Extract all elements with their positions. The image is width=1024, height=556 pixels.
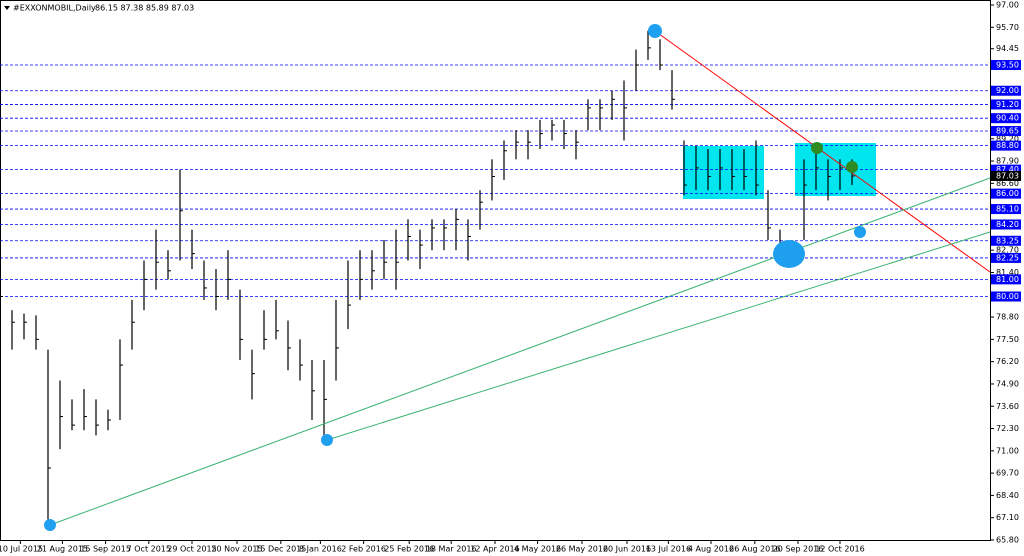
- quote: 86.15 87.38 85.89 87.03: [95, 4, 194, 13]
- chart-title: #EXXONMOBIL,Daily: [13, 4, 96, 13]
- trendlines: [44, 24, 991, 531]
- marker: [846, 161, 858, 173]
- level-label: 83.25: [996, 236, 1019, 245]
- level-box: [991, 274, 1021, 285]
- y-tick-label: 73.60: [996, 402, 1019, 411]
- y-tick-label: 69.70: [996, 469, 1019, 478]
- marker: [854, 226, 866, 238]
- level-label: 90.40: [996, 114, 1019, 123]
- trendline: [326, 231, 991, 441]
- level-label: 82.25: [996, 253, 1019, 262]
- y-tick-label: 67.10: [996, 513, 1019, 522]
- level-label: 92.00: [996, 86, 1019, 95]
- y-tick-label: 77.50: [996, 335, 1019, 344]
- level-box: [991, 252, 1021, 263]
- x-tick-label: 4 May 2016: [514, 545, 561, 554]
- level-box: [991, 85, 1021, 96]
- level-box: [991, 126, 1021, 137]
- y-tick-label: 71.00: [996, 446, 1019, 455]
- level-box: [991, 204, 1021, 215]
- x-tick-label: 18 Mar 2016: [426, 545, 477, 554]
- marker: [811, 142, 823, 154]
- y-tick-label: 76.20: [996, 357, 1019, 366]
- marker: [648, 24, 662, 38]
- x-tick-label: 29 Oct 2015: [167, 545, 216, 554]
- y-tick-label: 82.70: [996, 246, 1019, 255]
- x-tick-label: 21 Aug 2015: [37, 545, 88, 554]
- plot-frame: [0, 0, 991, 541]
- x-tick-label: 20 Sep 2016: [773, 545, 824, 554]
- x-tick-label: 13 Jul 2016: [646, 545, 691, 554]
- y-tick-label: 74.90: [996, 379, 1019, 388]
- plot: [0, 30, 990, 520]
- y-tick-label: 86.60: [996, 179, 1019, 188]
- level-box: [991, 164, 1021, 175]
- level-label: 89.65: [996, 127, 1019, 136]
- level-box: [991, 60, 1021, 71]
- x-tick-label: 25 Feb 2016: [384, 545, 434, 554]
- level-label: 80.00: [996, 292, 1019, 301]
- level-box: [991, 99, 1021, 110]
- x-tick-label: 15 Dec 2015: [255, 545, 306, 554]
- level-label: 85.10: [996, 205, 1019, 214]
- y-tick-label: 97.00: [996, 1, 1019, 10]
- x-tick-label: 12 Apr 2016: [470, 545, 519, 554]
- level-box: [991, 113, 1021, 124]
- marker: [773, 240, 805, 268]
- level-label: 87.40: [996, 165, 1019, 174]
- level-label: 93.50: [996, 61, 1019, 70]
- range-box: [683, 146, 764, 199]
- x-tick-label: 20 Nov 2015: [211, 545, 262, 554]
- y-tick-label: 81.40: [996, 268, 1019, 277]
- x-tick-label: 20 Jun 2016: [603, 545, 651, 554]
- level-label: 91.20: [996, 100, 1019, 109]
- level-label: 81.00: [996, 275, 1019, 284]
- level-box: [991, 188, 1021, 199]
- x-tick-label: 2 Feb 2016: [341, 545, 386, 554]
- marker: [44, 519, 56, 531]
- x-tick-label: 4 Aug 2016: [688, 545, 734, 554]
- last-price-label: 87.03: [996, 171, 1019, 180]
- last-price-box: [991, 170, 1021, 181]
- x-tick-label: 26 May 2016: [556, 545, 608, 554]
- level-box: [991, 140, 1021, 151]
- x-tick-label: 10 Jul 2015: [0, 545, 43, 554]
- x-tick-label: 8 Jan 2016: [299, 545, 342, 554]
- y-tick-label: 94.45: [996, 44, 1019, 53]
- level-box: [991, 291, 1021, 302]
- x-tick-label: 15 Sep 2015: [80, 545, 131, 554]
- trendline: [654, 30, 991, 273]
- x-tick-label: 7 Oct 2015: [127, 545, 171, 554]
- level-box: [991, 235, 1021, 246]
- y-tick-label: 68.40: [996, 491, 1019, 500]
- level-label: 84.20: [996, 220, 1019, 229]
- trendline: [49, 177, 991, 526]
- y-tick-label: 78.80: [996, 313, 1019, 322]
- level-box: [991, 219, 1021, 230]
- y-tick-label: 72.30: [996, 424, 1019, 433]
- x-tick-label: 26 Aug 2016: [729, 545, 780, 554]
- y-tick-label: 89.20: [996, 134, 1019, 143]
- y-tick-label: 87.90: [996, 157, 1019, 166]
- y-tick-label: 65.80: [996, 536, 1019, 545]
- menu-icon[interactable]: [4, 6, 10, 10]
- level-label: 86.00: [996, 189, 1019, 198]
- marker: [321, 434, 333, 446]
- x-tick-label: 12 Oct 2016: [815, 545, 864, 554]
- level-label: 88.80: [996, 141, 1019, 150]
- y-tick-label: 95.70: [996, 23, 1019, 32]
